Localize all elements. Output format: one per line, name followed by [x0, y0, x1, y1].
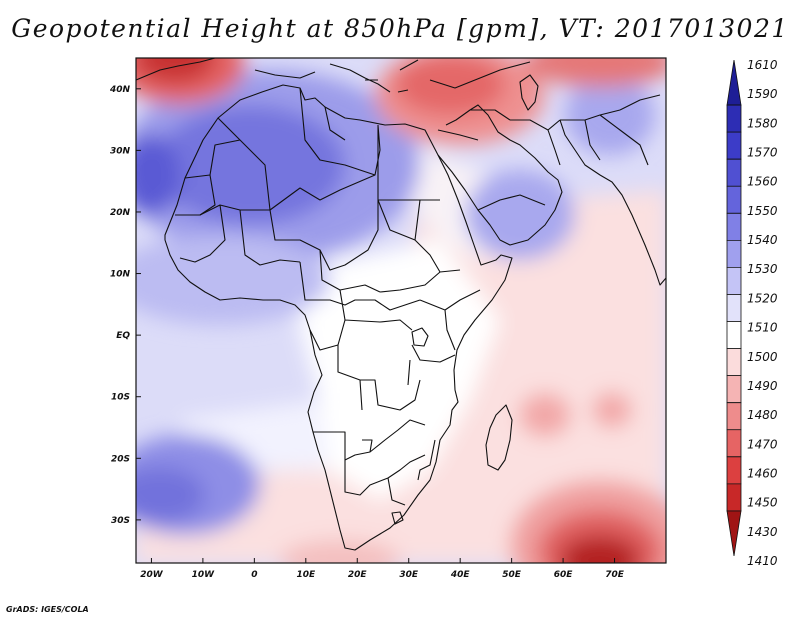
field-high-s-atlantic-core — [136, 467, 205, 523]
legend-swatch — [726, 510, 742, 557]
lon-tick-label: 10E — [296, 570, 316, 580]
field-w-africa — [136, 235, 330, 325]
legend-label: 1580 — [747, 116, 778, 130]
madagascar — [485, 404, 513, 471]
field-low-se-core — [560, 536, 640, 563]
legend-swatch — [726, 348, 742, 377]
legend-label: 1470 — [747, 437, 778, 451]
legend-label: 1490 — [747, 379, 778, 393]
legend-label: 1590 — [747, 87, 778, 101]
axis-ticks: 20W 10W 0 10E 20E 30E 40E 50E 60E 70E 40N 30N 20N 10N… — [109, 85, 625, 580]
lat-tick-label: 10S — [111, 393, 130, 403]
legend-swatch — [726, 212, 742, 241]
lat-tick-label: 30N — [110, 146, 131, 156]
map-title: Geopotential Height at 850hPa [gpm], VT:… — [11, 14, 789, 43]
legend-label: 1430 — [747, 525, 778, 539]
lon-tick-label: 20E — [348, 570, 368, 580]
lat-tick-label: 20N — [110, 208, 131, 218]
legend-label: 1530 — [747, 262, 778, 276]
legend-swatch — [726, 158, 742, 187]
legend-swatch — [726, 185, 742, 214]
field-ridge-core — [155, 105, 345, 225]
legend-label: 1410 — [747, 554, 778, 568]
legend-label: 1570 — [747, 146, 778, 160]
legend-swatch — [726, 375, 742, 404]
field-low-nw-core — [136, 58, 215, 83]
legend-swatch — [726, 402, 742, 431]
legend-label: 1510 — [747, 321, 778, 335]
lake-victoria — [411, 327, 429, 347]
plot-frame — [135, 57, 667, 564]
legend-swatch — [726, 131, 742, 160]
legend-label: 1610 — [747, 58, 778, 72]
field-low-mascarene — [519, 393, 571, 437]
legend-label: 1460 — [747, 466, 778, 480]
lon-tick-label: 70E — [605, 570, 625, 580]
india-coast — [559, 119, 667, 286]
crete-cyprus — [365, 79, 409, 93]
lon-tick-label: 0 — [251, 570, 257, 580]
legend-swatch — [726, 59, 742, 106]
legend-label: 1500 — [747, 350, 778, 364]
lon-tick-label: 60E — [554, 570, 574, 580]
field-low-ne — [525, 58, 666, 87]
legend-label: 1540 — [747, 233, 778, 247]
lat-tick-label: 10N — [110, 270, 131, 280]
legend-swatch — [726, 321, 742, 349]
europe-coast — [135, 57, 531, 93]
country-borders — [135, 57, 667, 551]
borders-east — [337, 289, 481, 411]
lon-tick-label: 40E — [450, 570, 471, 580]
lon-tick-label: 50E — [502, 570, 522, 580]
legend-swatch — [726, 239, 742, 268]
borders-south — [313, 419, 436, 506]
legend-label: 1450 — [747, 496, 778, 510]
lat-tick-label: 40N — [109, 85, 131, 95]
height-field — [136, 58, 666, 563]
lon-tick-label: 30E — [399, 570, 419, 580]
field-ridge-nw — [136, 135, 180, 215]
legend-label: 1520 — [747, 291, 778, 305]
lesotho — [391, 511, 404, 525]
field-low-central-io — [592, 392, 632, 428]
legend-swatch — [726, 294, 742, 322]
field-white-central-africa — [300, 240, 500, 500]
field-high-arabia — [465, 170, 575, 260]
lat-tick-label: EQ — [116, 331, 130, 341]
borders-asia — [437, 94, 661, 211]
legend-label: 1560 — [747, 175, 778, 189]
legend-swatch — [726, 104, 742, 133]
lat-tick-label: 20S — [111, 454, 130, 464]
field-low-cape — [280, 540, 400, 563]
africa-coastline — [164, 84, 513, 551]
legend-swatch — [726, 267, 742, 295]
legend-label: 1550 — [747, 204, 778, 218]
borders-sahel — [175, 200, 381, 293]
lon-tick-label: 20W — [140, 570, 164, 580]
lon-tick-label: 10W — [192, 570, 216, 580]
lat-tick-label: 30S — [111, 516, 130, 526]
grads-credit: GrADS: IGES/COLA — [6, 605, 89, 614]
caspian — [519, 74, 539, 111]
legend-swatch — [726, 429, 742, 458]
legend-swatch — [726, 456, 742, 485]
legend-label: 1480 — [747, 408, 778, 422]
legend-swatch — [726, 483, 742, 512]
